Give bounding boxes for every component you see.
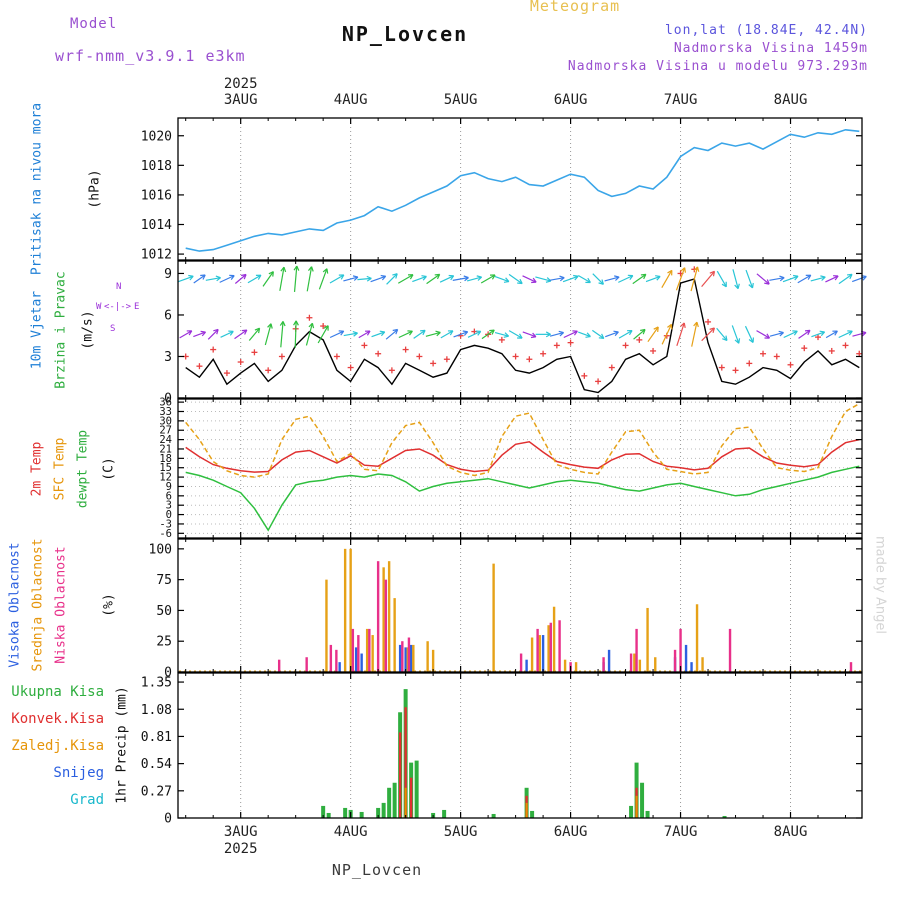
svg-text:-3: -3 (159, 518, 172, 530)
svg-text:0: 0 (164, 666, 172, 681)
page-title: Meteogram (529, 0, 621, 15)
pressure-axis-label: Pritisak na nivou mora (29, 102, 45, 276)
svg-text:15: 15 (159, 462, 172, 474)
pressure-unit-label: (hPa) (87, 169, 103, 209)
compass-west-label: W (96, 302, 102, 312)
svg-text:2025: 2025 (224, 841, 258, 857)
svg-text:1.08: 1.08 (141, 703, 172, 718)
station-footer: NP_Lovcen (331, 861, 423, 879)
svg-text:7AUG: 7AUG (664, 824, 698, 840)
svg-text:9: 9 (166, 481, 172, 493)
model-version: wrf-nmm_v3.9.1 e3km (55, 47, 246, 65)
svg-text:30: 30 (159, 415, 172, 427)
model-elevation: Nadmorska Visina u modelu 973.293m (567, 59, 868, 74)
svg-text:5AUG: 5AUG (444, 92, 478, 108)
cloud-high-label: Visoka Oblacnost (7, 542, 23, 668)
model-label: Model (70, 16, 118, 32)
svg-text:1018: 1018 (141, 159, 172, 174)
svg-text:8AUG: 8AUG (774, 92, 808, 108)
svg-text:24: 24 (159, 434, 172, 446)
wind-axis-label: 10m Vjetar (29, 290, 45, 370)
svg-text:6AUG: 6AUG (554, 824, 588, 840)
svg-text:6: 6 (164, 308, 172, 323)
station-elevation: Nadmorska Visina 1459m (673, 41, 868, 56)
svg-text:7AUG: 7AUG (664, 92, 698, 108)
precip-total-label: Ukupna Kisa (11, 684, 104, 700)
svg-text:25: 25 (156, 635, 172, 650)
cloud-low-label: Niska Oblacnost (53, 546, 69, 664)
precip-snow-label: Snijeg (53, 765, 104, 781)
cloud-unit-label: (%) (101, 593, 117, 617)
svg-text:100: 100 (149, 542, 172, 557)
svg-text:9: 9 (164, 267, 172, 282)
svg-text:12: 12 (159, 472, 172, 484)
wind-unit-label: (m/s) (80, 310, 96, 350)
svg-text:0: 0 (164, 812, 172, 827)
temp-unit-label: (C) (101, 457, 117, 481)
wind-compass: N W E S <-|-> (96, 282, 142, 336)
svg-text:18: 18 (159, 453, 172, 465)
svg-text:3: 3 (166, 500, 172, 512)
svg-text:36: 36 (159, 397, 172, 409)
svg-text:1.35: 1.35 (141, 676, 172, 691)
temp-dewpt-label: dewpt Temp (75, 429, 91, 509)
svg-text:1020: 1020 (141, 129, 172, 144)
svg-text:2025: 2025 (224, 76, 258, 92)
svg-text:1016: 1016 (141, 188, 172, 203)
compass-cross-icon: <-|-> (104, 302, 132, 312)
cloud-mid-label: Srednja Oblacnost (30, 538, 46, 672)
svg-text:21: 21 (159, 443, 172, 455)
svg-text:0.27: 0.27 (141, 784, 172, 799)
precip-unit-label: 1hr Precip (mm) (114, 686, 130, 804)
svg-text:27: 27 (159, 425, 172, 437)
svg-text:4AUG: 4AUG (334, 824, 368, 840)
svg-text:0: 0 (166, 509, 172, 521)
svg-text:1014: 1014 (141, 218, 172, 233)
svg-text:6: 6 (166, 490, 172, 502)
svg-text:3: 3 (164, 350, 172, 365)
svg-text:6AUG: 6AUG (554, 92, 588, 108)
credit-watermark: made by Angel (872, 535, 888, 635)
svg-text:0.81: 0.81 (141, 730, 172, 745)
svg-text:3AUG: 3AUG (224, 824, 258, 840)
svg-text:0.54: 0.54 (141, 757, 172, 772)
svg-text:8AUG: 8AUG (774, 824, 808, 840)
compass-south-label: S (110, 324, 116, 334)
precip-frz-label: Zaledj.Kisa (11, 738, 104, 754)
temp-sfc-label: SFC Temp (52, 437, 68, 501)
precip-conv-label: Konvek.Kisa (11, 711, 104, 727)
compass-north-label: N (116, 282, 122, 292)
svg-text:1012: 1012 (141, 248, 172, 263)
svg-text:4AUG: 4AUG (334, 92, 368, 108)
svg-text:33: 33 (159, 406, 172, 418)
station-title: NP_Lovcen (341, 22, 469, 46)
compass-east-label: E (134, 302, 140, 312)
temp-2m-label: 2m Temp (29, 441, 45, 497)
svg-text:5AUG: 5AUG (444, 824, 478, 840)
wind-direction-label: Brzina i Pravac (53, 271, 69, 389)
svg-text:75: 75 (156, 573, 172, 588)
svg-text:0: 0 (164, 392, 172, 407)
svg-text:-6: -6 (159, 528, 172, 540)
precip-hail-label: Grad (70, 792, 104, 808)
svg-text:3AUG: 3AUG (224, 92, 258, 108)
svg-text:50: 50 (156, 604, 172, 619)
station-coordinates: lon,lat (18.84E, 42.4N) (664, 23, 868, 38)
